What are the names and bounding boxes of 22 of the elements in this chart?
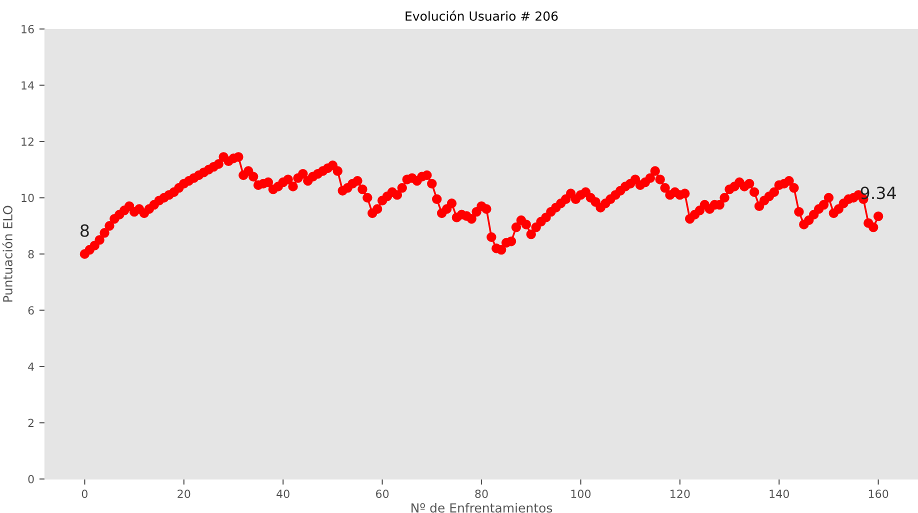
y-tick-label: 12	[22, 137, 34, 146]
annotation: 8	[80, 224, 89, 237]
x-tick-label: 20	[178, 490, 190, 498]
x-tick-label: 140	[770, 490, 789, 498]
x-tick-label: 40	[276, 490, 290, 498]
x-tick-label: 80	[475, 490, 488, 498]
x-tick-label: 120	[670, 490, 690, 498]
x-axis-title: Nº de Enfrentamientos	[412, 502, 552, 513]
chart-title: Evolución Usuario # 206	[406, 10, 558, 21]
y-tick-label: 16	[22, 24, 34, 34]
y-axis-title: Puntuación ELO	[2, 206, 12, 302]
y-tick-label: 8	[28, 250, 34, 258]
y-tick-label: 14	[22, 81, 34, 90]
y-tick-label: 4	[28, 362, 34, 371]
y-tick-label: 10	[22, 194, 34, 202]
x-tick-label: 100	[571, 490, 591, 498]
y-tick-label: 0	[28, 474, 34, 484]
x-tick-label: 60	[376, 490, 389, 498]
y-tick-label: 6	[28, 306, 34, 315]
x-tick-label: 160	[868, 490, 888, 498]
y-tick-label: 2	[28, 418, 34, 427]
x-tick-label: 0	[82, 490, 88, 498]
